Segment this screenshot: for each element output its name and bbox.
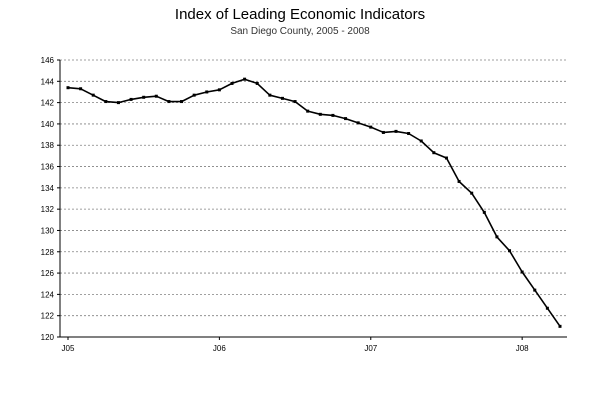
data-point [444, 156, 448, 160]
data-point [217, 88, 221, 92]
data-point [432, 151, 436, 155]
data-point [180, 100, 184, 104]
x-tick-label: J05 [62, 344, 75, 353]
data-point [192, 93, 196, 97]
data-point [558, 324, 562, 328]
data-point [470, 191, 474, 195]
data-point [66, 86, 70, 90]
data-point [394, 129, 398, 133]
data-point [79, 87, 83, 91]
data-point [230, 81, 234, 85]
data-point [381, 130, 385, 134]
data-point [419, 139, 423, 143]
data-point [91, 93, 95, 97]
data-point [482, 210, 486, 214]
data-point [344, 117, 348, 121]
data-point [205, 90, 209, 94]
y-tick-label: 144 [41, 77, 55, 86]
data-point [369, 125, 373, 129]
y-tick-label: 134 [41, 184, 55, 193]
y-tick-label: 128 [41, 248, 55, 257]
y-tick-label: 138 [41, 141, 55, 150]
data-point [154, 94, 158, 98]
x-tick-label: J07 [364, 344, 377, 353]
data-point [331, 113, 335, 117]
data-point [318, 112, 322, 116]
data-point [293, 100, 297, 104]
y-tick-label: 136 [41, 163, 55, 172]
x-tick-label: J06 [213, 344, 226, 353]
y-tick-label: 142 [41, 99, 55, 108]
y-tick-label: 126 [41, 269, 55, 278]
data-point [520, 270, 524, 274]
data-point [167, 100, 171, 104]
series-line [67, 78, 561, 327]
y-tick-label: 120 [41, 333, 55, 342]
data-point [533, 288, 537, 292]
chart-subtitle: San Diego County, 2005 - 2008 [230, 26, 370, 37]
data-point [508, 249, 512, 253]
data-point [129, 97, 133, 101]
data-point [495, 235, 499, 239]
data-point [407, 132, 411, 136]
data-point [356, 121, 360, 125]
data-point [306, 109, 310, 113]
data-point [268, 93, 272, 97]
data-point [457, 179, 461, 183]
chart-title: Index of Leading Economic Indicators [174, 6, 426, 23]
data-point [255, 81, 259, 85]
y-tick-label: 122 [41, 312, 55, 321]
data-point [280, 96, 284, 100]
x-tick-label: J08 [516, 344, 529, 353]
y-tick-label: 130 [41, 226, 55, 235]
data-point [104, 100, 108, 104]
y-tick-label: 140 [41, 120, 55, 129]
data-point [243, 77, 247, 81]
data-point [142, 95, 146, 99]
data-point [545, 306, 549, 310]
data-point [116, 101, 120, 105]
y-tick-label: 146 [41, 56, 55, 65]
y-tick-label: 132 [41, 205, 55, 214]
y-tick-label: 124 [41, 290, 55, 299]
